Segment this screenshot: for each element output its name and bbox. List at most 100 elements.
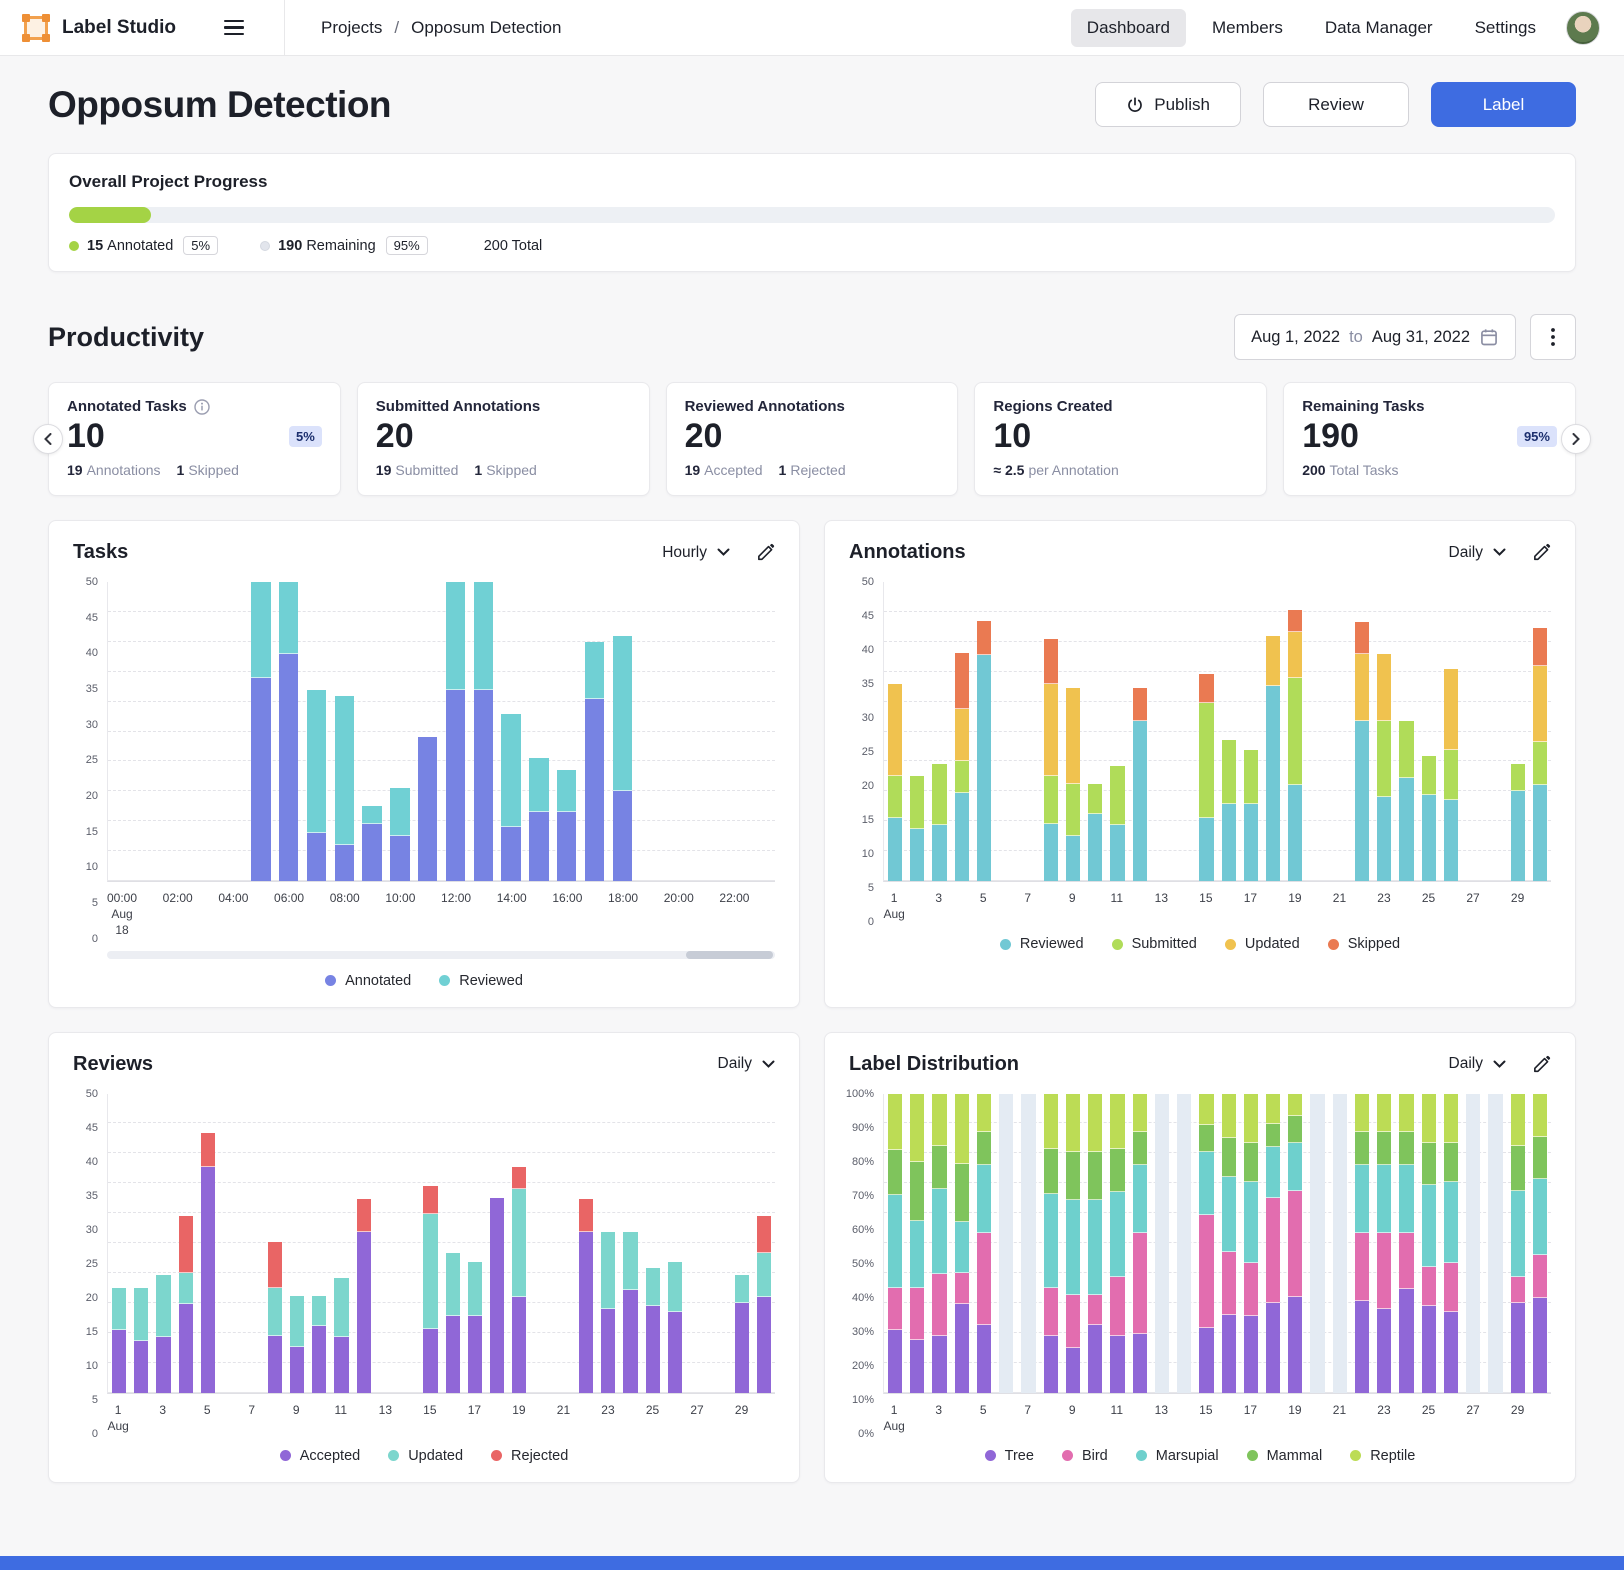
stat-sub: 200 Total Tasks (1302, 462, 1399, 478)
legend-annotations-reviewed[interactable]: Reviewed (999, 936, 1084, 952)
legend-label-distribution-bird[interactable]: Bird (1061, 1448, 1108, 1464)
bar-annotations-2 (910, 582, 925, 881)
stat-badge: 5% (289, 426, 322, 447)
nav-data-manager[interactable]: Data Manager (1324, 17, 1433, 37)
bar-tasks-0000 (112, 582, 131, 881)
bar-reviews-13 (379, 1094, 393, 1393)
brand: Label Studio (22, 13, 176, 42)
bar-annotations-7 (1021, 582, 1035, 881)
edit-pencil-icon (758, 543, 775, 561)
bar-reviews-3 (156, 1094, 171, 1393)
bar-annotations-3 (932, 582, 947, 881)
interval-select-label-distribution[interactable]: Daily (1449, 1055, 1506, 1073)
legend-label-distribution-reptile[interactable]: Reptile (1350, 1448, 1415, 1464)
bar-tasks-0600 (278, 582, 299, 881)
legend-tasks-reviewed[interactable]: Reviewed (439, 973, 523, 989)
bar-reviews-4 (178, 1094, 193, 1393)
bar-label-distribution-10 (1088, 1093, 1103, 1393)
bar-reviews-20 (534, 1094, 548, 1393)
review-button[interactable]: Review (1263, 82, 1409, 127)
bar-tasks-2300 (752, 582, 771, 881)
interval-select-reviews[interactable]: Daily (718, 1055, 775, 1073)
legend-label-distribution-mammal[interactable]: Mammal (1246, 1448, 1322, 1464)
chart-title: Label Distribution (849, 1052, 1019, 1075)
bar-reviews-1 (112, 1094, 127, 1393)
bar-reviews-24 (623, 1094, 638, 1393)
info-icon[interactable] (194, 398, 210, 415)
bar-label-distribution-6 (999, 1093, 1014, 1393)
interval-select-annotations[interactable]: Daily (1449, 544, 1506, 562)
legend-reviews-updated[interactable]: Updated (388, 1448, 463, 1464)
overall-progress-card: Overall Project Progress 15 Annotated 5%… (48, 153, 1576, 272)
date-range-picker[interactable]: Aug 1, 2022 to Aug 31, 2022 (1234, 314, 1516, 360)
edit-chart-button[interactable] (1532, 543, 1551, 562)
legend-reviews-accepted[interactable]: Accepted (279, 1448, 360, 1464)
legend-annotations-submitted[interactable]: Submitted (1111, 936, 1197, 952)
chart-title: Tasks (73, 541, 129, 563)
bar-tasks-2200 (724, 582, 743, 881)
bar-label-distribution-14 (1177, 1093, 1192, 1393)
more-options-button[interactable] (1530, 314, 1576, 360)
bar-label-distribution-11 (1110, 1093, 1125, 1393)
stats-next-button[interactable] (1561, 424, 1591, 454)
legend-annotations-updated[interactable]: Updated (1224, 936, 1300, 952)
total-count: 200 Total (483, 237, 543, 254)
bar-reviews-12 (356, 1094, 371, 1393)
annotations-plot (883, 582, 1551, 882)
chart-horizontal-scrollbar[interactable] (107, 950, 775, 959)
bar-tasks-0900 (362, 582, 382, 881)
label-button[interactable]: Label (1431, 82, 1576, 127)
brand-name: Label Studio (62, 16, 176, 38)
bar-reviews-26 (667, 1094, 683, 1393)
publish-button[interactable]: Publish (1095, 82, 1241, 127)
scrollbar-thumb[interactable] (686, 950, 773, 959)
page-title: Opposum Detection (48, 83, 392, 125)
chart-title: Reviews (73, 1052, 154, 1075)
breadcrumb-current: Opposum Detection (411, 17, 562, 37)
bar-label-distribution-26 (1443, 1093, 1459, 1393)
stat-sub: 19 Annotations 1 Skipped (67, 462, 239, 478)
bar-label-distribution-3 (932, 1093, 947, 1393)
breadcrumb-projects[interactable]: Projects (321, 17, 383, 37)
legend-label-distribution-marsupial[interactable]: Marsupial (1135, 1448, 1219, 1464)
legend-label-distribution-tree[interactable]: Tree (984, 1448, 1034, 1464)
bar-reviews-25 (645, 1094, 660, 1393)
bar-tasks-1500 (529, 582, 549, 881)
annotations-chart-card: Annotations Daily 0 5 10 15 20 25 30 35 40 45 50 1 Aug… (824, 520, 1576, 1008)
nav-dashboard[interactable]: Dashboard (1070, 8, 1186, 47)
bar-reviews-29 (734, 1094, 749, 1393)
chevron-down-icon (762, 1060, 775, 1068)
edit-chart-button[interactable] (756, 543, 775, 562)
bar-reviews-15 (423, 1094, 438, 1393)
annotated-pct-badge: 5% (183, 236, 219, 255)
menu-icon[interactable] (218, 14, 250, 42)
interval-select-tasks[interactable]: Hourly (662, 544, 730, 562)
bar-annotations-29 (1510, 582, 1525, 881)
remaining-pct-badge: 95% (385, 236, 428, 255)
legend-tasks-annotated[interactable]: Annotated (325, 973, 411, 989)
chevron-down-icon (1493, 548, 1506, 556)
nav-settings[interactable]: Settings (1474, 17, 1536, 37)
bar-label-distribution-2 (910, 1093, 925, 1393)
annotated-count: 15 Annotated (87, 237, 174, 254)
bar-label-distribution-12 (1132, 1093, 1147, 1393)
bar-reviews-21 (557, 1094, 571, 1393)
avatar[interactable] (1566, 10, 1600, 45)
breadcrumb-separator: / (394, 17, 400, 37)
bar-label-distribution-5 (976, 1093, 992, 1393)
bar-annotations-13 (1155, 582, 1169, 881)
nav-members[interactable]: Members (1211, 17, 1283, 37)
top-bar: Label Studio Projects / Opposum Detectio… (0, 0, 1624, 56)
bar-reviews-10 (312, 1094, 327, 1393)
stat-label: Submitted Annotations (375, 398, 541, 415)
annotated-dot-icon (69, 240, 79, 251)
bar-annotations-1 (888, 582, 903, 881)
bar-label-distribution-4 (954, 1093, 969, 1393)
legend-annotations-skipped[interactable]: Skipped (1327, 936, 1400, 952)
stats-prev-button[interactable] (33, 424, 63, 454)
legend-reviews-rejected[interactable]: Rejected (491, 1448, 568, 1464)
edit-chart-button[interactable] (1532, 1055, 1551, 1074)
productivity-title: Productivity (48, 321, 205, 352)
bar-label-distribution-15 (1199, 1093, 1214, 1393)
bar-label-distribution-20 (1310, 1093, 1325, 1393)
